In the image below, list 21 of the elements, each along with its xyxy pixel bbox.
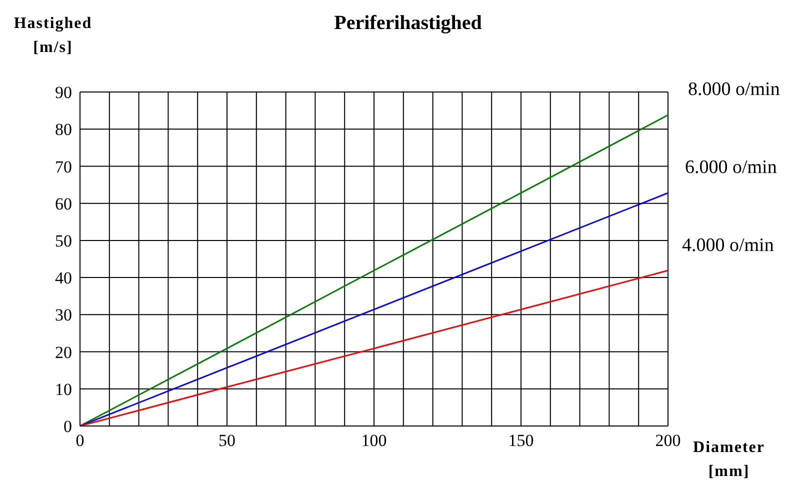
- y-tick-label: 20: [55, 342, 72, 362]
- y-tick-label: 70: [55, 157, 72, 176]
- x-tick-label: 50: [218, 431, 236, 450]
- x-tick-label: 100: [361, 431, 387, 450]
- chart-title: Periferihastighed: [334, 12, 482, 34]
- series-label: 4.000 o/min: [682, 234, 774, 256]
- y-tick-label: 50: [55, 231, 72, 250]
- y-tick-label: 90: [55, 83, 72, 102]
- series-label: 8.000 o/min: [688, 79, 780, 101]
- y-axis-title: Hastighed [m/s]: [12, 14, 94, 58]
- y-tick-label: 30: [55, 306, 72, 325]
- y-tick-label: 60: [55, 194, 72, 214]
- y-tick-label: 80: [55, 120, 72, 140]
- y-tick-label: 0: [64, 417, 72, 436]
- series-label: 6.000 o/min: [685, 156, 777, 179]
- y-tick-label: 10: [55, 380, 72, 399]
- x-tick-label: 200: [655, 431, 681, 450]
- x-tick-label: 0: [76, 431, 84, 450]
- y-tick-label: 40: [55, 268, 72, 288]
- x-tick-label: 150: [508, 431, 534, 450]
- x-axis-title: Diameter [mm]: [692, 438, 766, 482]
